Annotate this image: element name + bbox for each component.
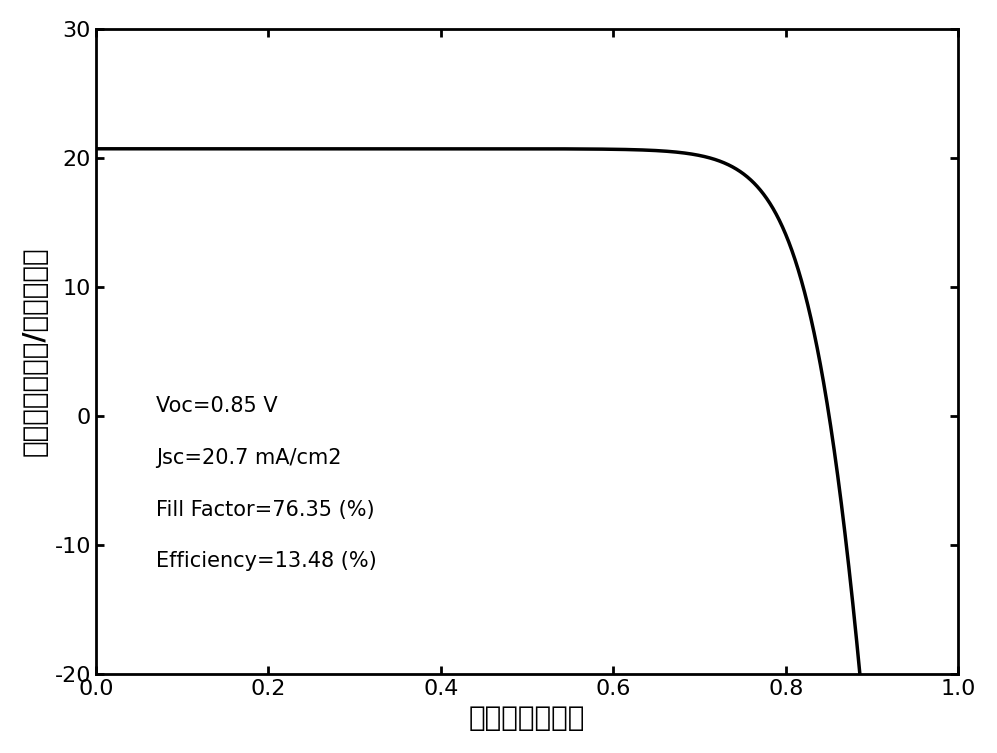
Y-axis label: 电流密度（毫安/平方厘米）: 电流密度（毫安/平方厘米） [21, 246, 49, 456]
Text: Fill Factor=76.35 (%): Fill Factor=76.35 (%) [157, 500, 375, 520]
Text: Jsc=20.7 mA/cm2: Jsc=20.7 mA/cm2 [157, 448, 342, 468]
Text: Voc=0.85 V: Voc=0.85 V [157, 396, 278, 416]
Text: Efficiency=13.48 (%): Efficiency=13.48 (%) [157, 551, 377, 572]
X-axis label: 电压　（伏特）: 电压 （伏特） [469, 704, 585, 732]
